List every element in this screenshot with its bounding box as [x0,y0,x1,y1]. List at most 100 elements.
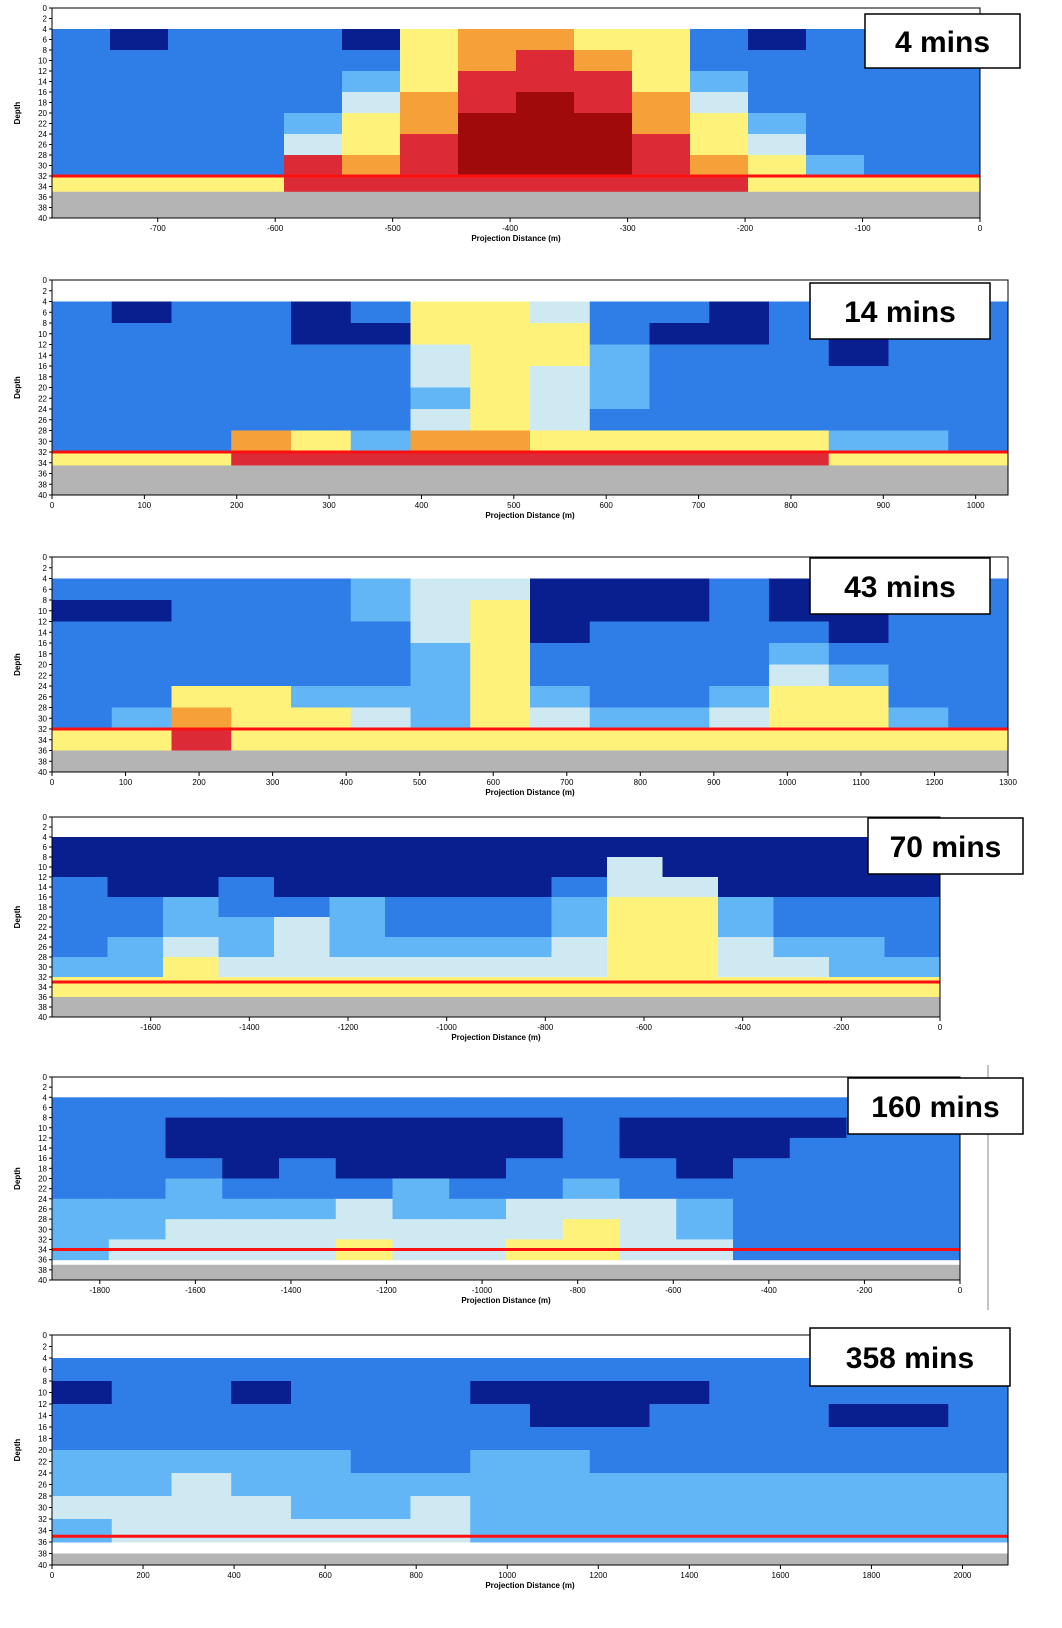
heat-cell [385,877,441,898]
heat-cell [632,113,691,135]
heat-cell [392,1219,450,1240]
heat-cell [574,134,633,156]
heat-cell [690,71,749,93]
heat-cell [165,1178,223,1200]
y-tick-label: 4 [43,833,48,842]
heat-cell [773,937,830,958]
heat-cell [291,686,352,708]
heat-cell [111,366,172,388]
heat-cell [231,1358,292,1382]
heat-cell [789,1158,847,1179]
heat-cell [410,600,471,622]
heat-cell [806,155,865,177]
y-tick-label: 8 [43,1377,48,1386]
heat-cell [218,917,275,938]
y-tick-label: 28 [38,151,47,160]
heat-cell [350,707,411,730]
heat-cell [410,344,471,367]
heat-cell [709,707,770,730]
heat-cell [718,897,774,918]
heat-cell [828,344,889,367]
y-tick-label: 12 [38,618,47,627]
heat-cell [218,937,275,958]
y-tick-label: 22 [38,671,47,680]
heat-cell [52,301,113,324]
heat-cell [274,897,330,918]
heat-cell [903,1137,961,1159]
heat-cell [632,71,691,93]
y-tick-label: 38 [38,204,47,213]
heat-cell [410,707,471,730]
x-tick-label: -200 [833,1023,850,1032]
heat-cell [335,1097,393,1119]
x-tick-label: 0 [958,1286,963,1295]
x-axis-label: Projection Distance (m) [471,234,561,243]
heat-cell [470,686,531,708]
heat-cell [291,707,352,730]
y-tick-label: 16 [38,639,47,648]
x-axis-label: Projection Distance (m) [461,1296,551,1305]
heat-cell [440,937,497,958]
heat-cell [107,977,164,998]
heat-cell [884,877,941,898]
heat-cell [440,977,497,998]
heat-cell [52,977,108,998]
heat-cell [864,155,923,177]
heat-cell [470,430,531,453]
heat-cell [52,1519,113,1543]
heat-cell [496,877,552,898]
y-tick-label: 28 [38,1492,47,1501]
heat-cell [410,1427,471,1451]
heat-cell [410,686,471,708]
x-tick-label: 500 [413,778,427,787]
panel-label: 4 mins [895,26,990,59]
y-tick-label: 36 [38,1538,47,1547]
heat-cell [718,857,774,878]
heat-cell [410,323,471,345]
heat-cell [329,897,386,918]
y-tick-label: 20 [38,913,47,922]
heat-cell [329,937,386,958]
y-tick-label: 16 [38,88,47,97]
x-tick-label: -1000 [472,1286,493,1295]
heat-cell [709,323,770,345]
heat-cell [350,1496,411,1520]
y-tick-label: 32 [38,973,47,982]
heat-cell [948,1473,1009,1497]
heat-cell [530,1381,591,1405]
heat-cell [589,387,650,410]
heat-cell [888,409,949,431]
heat-cell [107,957,164,978]
y-tick-label: 10 [38,1389,47,1398]
panel-label: 70 mins [890,831,1002,864]
heat-cell [284,155,343,177]
heat-cell [589,301,650,324]
x-axis-label: Projection Distance (m) [485,788,575,797]
y-axis-label: Depth [13,102,22,125]
heat-cell [291,1473,352,1497]
heat-cell [649,430,710,453]
label-box [864,13,1021,69]
heat-cell [806,134,865,156]
heat-cell [676,1117,734,1139]
y-tick-label: 14 [38,628,47,637]
heat-cell [108,1097,166,1119]
heat-cell [165,1137,223,1159]
heat-cell [171,729,232,751]
y-tick-label: 30 [38,714,47,723]
heat-cell [888,707,949,730]
y-tick-label: 12 [38,1134,47,1143]
x-tick-label: -1000 [436,1023,457,1032]
heat-cell [709,1450,770,1474]
heat-cell [649,643,710,665]
heat-cell [948,409,1009,431]
heat-cell [516,155,575,177]
heat-cell [632,134,691,156]
y-axis-label: Depth [13,1167,22,1190]
heat-cell [530,707,591,730]
y-tick-label: 16 [38,362,47,371]
heat-cell [52,600,113,622]
x-axis-label: Projection Distance (m) [451,1033,541,1042]
heat-cell [440,897,497,918]
heat-cell [769,1450,830,1474]
